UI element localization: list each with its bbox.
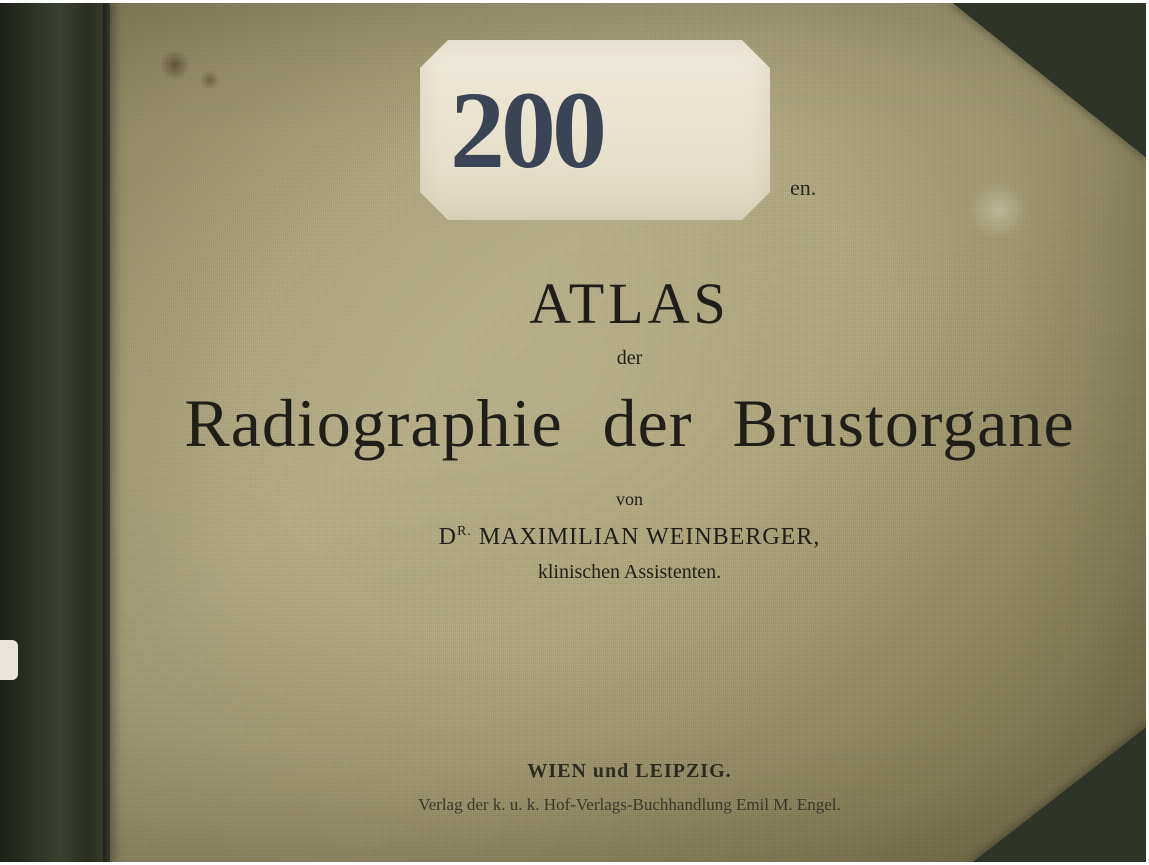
obscured-text-fragment: en. <box>790 175 816 201</box>
catalog-sticker: 200 <box>420 40 770 220</box>
title-atlas: ATLAS <box>110 270 1149 337</box>
title-conj-der: der <box>110 347 1149 370</box>
title-block: ATLAS der Radiographie der Brustorgane v… <box>110 270 1149 584</box>
stain <box>160 50 190 80</box>
book-cover: 200 en. ATLAS der Radiographie der Brust… <box>0 0 1149 865</box>
author-line: DR. MAXIMILIAN WEINBERGER, <box>110 524 1149 551</box>
page-edge <box>0 0 1149 3</box>
title-main: Radiographie der Brustorgane <box>110 384 1149 463</box>
stain <box>200 70 220 90</box>
publisher-line: Verlag der k. u. k. Hof-Verlags-Buchhand… <box>110 795 1149 815</box>
publisher-city: WIEN und LEIPZIG. <box>110 760 1149 783</box>
publisher-block: WIEN und LEIPZIG. Verlag der k. u. k. Ho… <box>110 760 1149 815</box>
author-role: klinischen Assistenten. <box>110 561 1149 584</box>
author-prefix: D <box>439 524 457 550</box>
catalog-number: 200 <box>450 67 603 194</box>
spine-label-mark <box>0 640 18 680</box>
title-von: von <box>110 489 1149 510</box>
corner-protector-top-right <box>949 0 1149 160</box>
author-name: MAXIMILIAN WEINBERGER, <box>472 524 821 550</box>
glare <box>969 180 1029 240</box>
author-superscript: R. <box>457 524 472 539</box>
spine <box>0 0 110 865</box>
